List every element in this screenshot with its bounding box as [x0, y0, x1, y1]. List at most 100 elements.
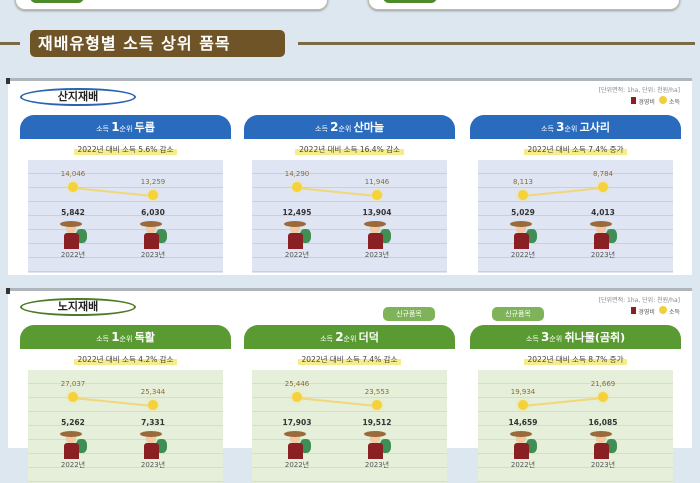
rank-suffix: 순위 — [119, 335, 133, 343]
rank-suffix: 순위 — [549, 335, 563, 343]
income-line — [72, 397, 154, 407]
divider — [0, 42, 20, 45]
cost-value: 19,512 — [362, 418, 392, 427]
group-label: 노지재배 — [20, 298, 136, 316]
rank-suffix: 순위 — [338, 125, 352, 133]
panel-mountain: 산지재배 [단위면적: 1ha, 단위: 천원/ha] 경영비 소득 소득 1순위… — [6, 78, 692, 275]
income-line — [296, 397, 378, 407]
header-prefix: 소득 — [525, 335, 539, 343]
cost-value: 6,030 — [141, 208, 165, 217]
year-label: 2022년 — [510, 461, 536, 469]
farmer-icon — [588, 219, 618, 249]
income-value: 21,669 — [590, 380, 616, 388]
chart-area: 25,446 17,903 2022년 23,553 19,512 2023년 — [252, 370, 447, 483]
rank: 1 — [111, 330, 120, 344]
rank: 1 — [111, 120, 120, 134]
top-tab — [30, 0, 84, 3]
legend-income: 소득 — [658, 96, 680, 106]
top-box-right — [368, 0, 680, 10]
farmer-icon — [508, 219, 538, 249]
cost-column: 6,030 2023년 — [123, 208, 183, 260]
rank: 2 — [335, 330, 344, 344]
income-dot — [518, 400, 528, 410]
farmer-icon — [508, 429, 538, 459]
farmer-icon — [362, 219, 392, 249]
person-icon — [631, 306, 637, 314]
new-item-badge: 신규품목 — [492, 307, 544, 321]
unit-note: [단위면적: 1ha, 단위: 천원/ha] — [598, 297, 680, 304]
cost-value: 4,013 — [591, 208, 615, 217]
card-header: 소득 2순위 산마늘 — [244, 115, 455, 139]
income-value: 27,037 — [60, 380, 86, 388]
summary: 2022년 대비 소득 8.7% 증가 — [523, 354, 628, 365]
cost-column: 13,904 2023년 — [347, 208, 407, 260]
year-label: 2023년 — [364, 461, 390, 469]
income-value: 25,446 — [284, 380, 310, 388]
summary: 2022년 대비 소득 4.2% 감소 — [73, 354, 178, 365]
income-value: 13,259 — [140, 178, 166, 186]
farmer-icon — [138, 429, 168, 459]
year-label: 2023년 — [140, 251, 166, 259]
income-dot — [598, 392, 608, 402]
crop-name: 산마늘 — [353, 121, 384, 134]
legend-cost-label: 경영비 — [638, 308, 655, 316]
top-tab — [383, 0, 437, 3]
cost-column: 12,495 2022년 — [267, 208, 327, 260]
year-label: 2022년 — [60, 461, 86, 469]
summary: 2022년 대비 소득 5.6% 감소 — [73, 144, 178, 155]
cost-column: 7,331 2023년 — [123, 418, 183, 470]
year-label: 2023년 — [590, 461, 616, 469]
income-dot — [518, 190, 528, 200]
legend: 경영비 소득 — [631, 96, 680, 106]
summary: 2022년 대비 소득 7.4% 감소 — [297, 354, 402, 365]
header-prefix: 소득 — [320, 335, 333, 343]
income-dot — [148, 190, 158, 200]
header-prefix: 소득 — [96, 335, 109, 343]
card-header: 소득 2순위 더덕 — [244, 325, 455, 349]
chart-area: 14,290 12,495 2022년 11,946 13,904 2023년 — [252, 160, 447, 273]
legend-income-label: 소득 — [668, 99, 680, 106]
cost-column: 14,659 2022년 — [493, 418, 553, 470]
income-value: 14,290 — [284, 170, 310, 178]
cost-column: 19,512 2023년 — [347, 418, 407, 470]
farmer-icon — [138, 219, 168, 249]
income-dot — [68, 392, 78, 402]
cost-column: 5,842 2022년 — [43, 208, 103, 260]
crop-card: 소득 1순위 두릅 2022년 대비 소득 5.6% 감소 14,046 5,8… — [20, 115, 231, 273]
year-label: 2023년 — [590, 251, 616, 259]
farmer-icon — [282, 429, 312, 459]
pin-icon — [6, 288, 10, 294]
crop-card: 신규품목 소득 3순위 취나물(곰취) 2022년 대비 소득 8.7% 증가 … — [470, 307, 681, 483]
unit-note: [단위면적: 1ha, 단위: 천원/ha] — [598, 87, 680, 94]
cost-value: 12,495 — [282, 208, 312, 217]
year-label: 2023년 — [364, 251, 390, 259]
divider — [298, 42, 695, 45]
cost-value: 7,331 — [141, 418, 165, 427]
income-value: 8,784 — [592, 170, 614, 178]
year-label: 2022년 — [284, 251, 310, 259]
rank: 3 — [540, 330, 550, 344]
card-header: 소득 1순위 독활 — [20, 325, 231, 349]
dot-icon — [658, 96, 667, 104]
legend-cost: 경영비 — [631, 306, 655, 316]
income-value: 19,934 — [510, 388, 536, 396]
person-icon — [631, 96, 637, 104]
farmer-icon — [58, 429, 88, 459]
income-dot — [598, 182, 608, 192]
crop-card: 소득 2순위 산마늘 2022년 대비 소득 16.4% 감소 14,290 1… — [244, 115, 455, 273]
cost-value: 5,842 — [61, 208, 85, 217]
cost-value: 13,904 — [362, 208, 392, 217]
year-label: 2023년 — [140, 461, 166, 469]
income-value: 11,946 — [364, 178, 390, 186]
header-prefix: 소득 — [96, 125, 109, 133]
rank-suffix: 순위 — [564, 125, 578, 133]
summary: 2022년 대비 소득 7.4% 증가 — [523, 144, 628, 155]
crop-card: 소득 3순위 고사리 2022년 대비 소득 7.4% 증가 8,113 5,0… — [470, 115, 681, 273]
income-dot — [68, 182, 78, 192]
chart-area: 14,046 5,842 2022년 13,259 6,030 2023년 — [28, 160, 223, 273]
income-value: 8,113 — [512, 178, 534, 186]
income-value: 23,553 — [364, 388, 390, 396]
card-header: 소득 1순위 두릅 — [20, 115, 231, 139]
crop-name: 독활 — [134, 331, 155, 344]
legend-income: 소득 — [658, 306, 680, 316]
